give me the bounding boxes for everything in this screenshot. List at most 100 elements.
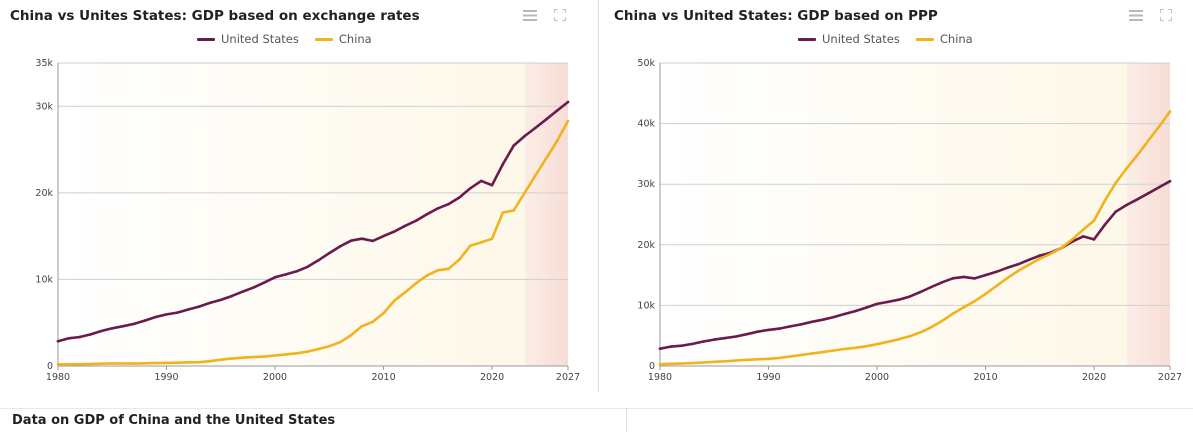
data-point-china (1038, 257, 1042, 260)
data-point-united-states (767, 328, 770, 332)
data-point-united-states (241, 290, 244, 293)
series-line-china (56, 119, 570, 366)
data-point-china (1136, 153, 1139, 157)
data-point-united-states (100, 329, 103, 333)
data-point-china (864, 345, 868, 348)
data-point-united-states (295, 270, 299, 273)
fullscreen-icon[interactable] (552, 8, 568, 22)
x-tick-label: 2000 (263, 372, 287, 383)
data-point-united-states (121, 324, 125, 328)
data-point-china (447, 267, 450, 271)
data-point-china (897, 338, 900, 341)
data-point-china (745, 358, 749, 362)
data-point-china (1092, 219, 1096, 222)
data-point-united-states (566, 100, 570, 104)
data-point-united-states (702, 340, 705, 343)
data-point-china (306, 350, 309, 353)
legend-label-us: United States (221, 32, 299, 46)
data-point-china (132, 362, 136, 365)
chart-panel-exchange-rates: China vs Unites States: GDP based on exc… (0, 0, 598, 392)
legend-label-china: China (939, 32, 973, 46)
hamburger-menu-icon[interactable] (522, 8, 538, 22)
data-point-united-states (111, 327, 114, 330)
data-point-united-states (1125, 203, 1128, 207)
data-point-china (284, 353, 288, 356)
data-point-united-states (897, 298, 900, 301)
data-point-united-states (447, 202, 450, 206)
data-point-united-states (425, 213, 429, 216)
data-point-united-states (197, 305, 201, 308)
data-point-china (1103, 199, 1107, 202)
data-point-china (1016, 269, 1020, 273)
data-point-united-states (788, 325, 792, 328)
data-point-united-states (393, 230, 396, 233)
data-point-united-states (734, 335, 738, 338)
data-point-united-states (469, 187, 472, 190)
series-line-united-states (658, 179, 1172, 351)
y-tick-label: 20k (637, 240, 655, 251)
data-point-united-states (436, 207, 440, 210)
data-point-united-states (1136, 198, 1139, 201)
data-point-united-states (1168, 179, 1172, 183)
data-point-china (810, 352, 814, 355)
x-tick-label: 2010 (973, 372, 997, 383)
data-point-united-states (252, 286, 255, 289)
data-point-united-states (1092, 238, 1096, 241)
data-point-china (479, 241, 483, 244)
x-tick-label: 2027 (556, 372, 580, 383)
y-tick-label: 50k (637, 58, 655, 69)
data-point-china (252, 355, 255, 359)
x-tick-label: 1990 (154, 372, 178, 383)
chart-toolbar (522, 8, 568, 22)
data-point-china (832, 349, 835, 352)
data-point-united-states (414, 219, 418, 222)
data-point-china (100, 362, 103, 366)
data-point-united-states (680, 344, 683, 348)
data-point-china (425, 274, 429, 277)
data-point-china (89, 362, 92, 366)
data-point-china (1027, 263, 1031, 267)
data-point-china (165, 361, 168, 365)
data-point-united-states (821, 318, 825, 322)
data-point-united-states (89, 333, 92, 336)
data-point-china (1081, 228, 1085, 231)
data-point-china (1049, 252, 1052, 256)
data-point-united-states (317, 259, 320, 262)
data-point-united-states (512, 144, 515, 147)
data-point-united-states (756, 330, 759, 334)
legend-label-china: China (338, 32, 372, 46)
data-point-china (403, 290, 407, 294)
data-point-united-states (1157, 185, 1161, 189)
legend-item-us[interactable]: United States (197, 32, 299, 46)
data-point-china (799, 353, 803, 357)
chart-title: China vs Unites States: GDP based on exc… (10, 8, 420, 24)
data-point-china (273, 354, 277, 357)
legend-swatch-china (915, 37, 934, 41)
data-point-united-states (230, 294, 233, 298)
data-point-united-states (713, 338, 716, 341)
data-point-china (713, 360, 716, 364)
data-point-china (393, 299, 396, 302)
data-point-china (951, 312, 955, 315)
data-point-china (1071, 238, 1074, 241)
data-point-united-states (78, 335, 81, 339)
data-point-china (208, 359, 212, 363)
data-point-united-states (799, 323, 803, 326)
legend-item-china[interactable]: China (314, 32, 372, 46)
data-point-united-states (1103, 223, 1107, 226)
legend-item-us[interactable]: United States (798, 32, 900, 46)
data-point-united-states (534, 126, 537, 130)
data-point-united-states (658, 347, 662, 351)
data-point-united-states (219, 298, 223, 302)
data-point-united-states (479, 179, 483, 183)
line-chart-exchange-rates: 0 10k 20k 30k 35k 1980 1990 2000 2010 2020 2027 (35, 58, 580, 383)
legend-item-china[interactable]: China (915, 32, 973, 46)
y-tick-label: 20k (35, 188, 53, 199)
data-point-china (854, 346, 857, 350)
legend-swatch-china (314, 37, 333, 41)
fullscreen-icon[interactable] (1158, 8, 1174, 22)
data-point-united-states (154, 315, 157, 319)
data-point-united-states (1027, 258, 1031, 262)
hamburger-menu-icon[interactable] (1128, 8, 1144, 22)
data-point-china (669, 362, 673, 366)
